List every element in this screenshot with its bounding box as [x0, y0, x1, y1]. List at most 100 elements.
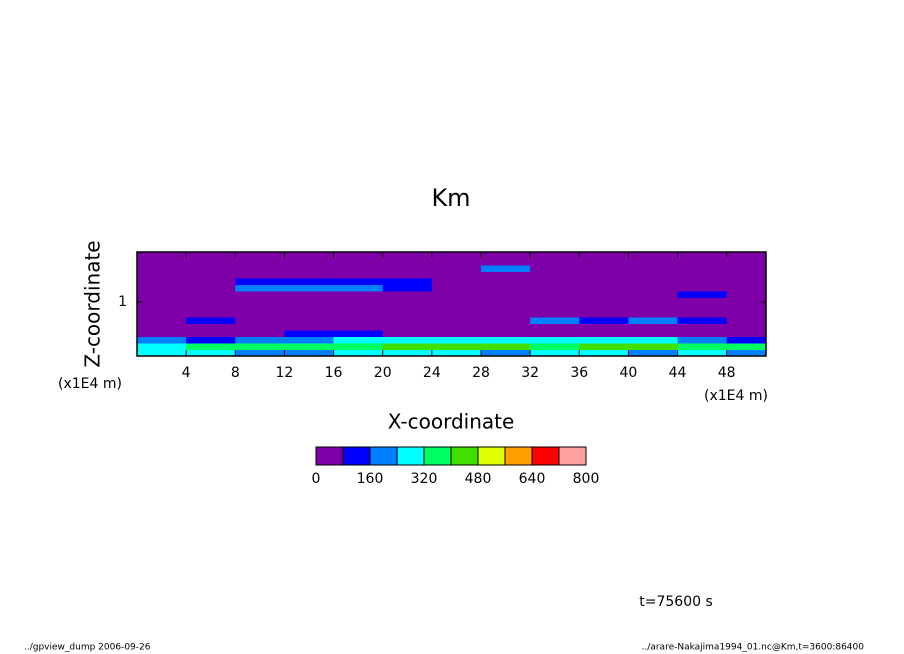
field-cell: [431, 317, 482, 324]
field-cell: [137, 258, 187, 266]
field-cell: [431, 291, 482, 298]
colorbar-tick-label: 0: [312, 471, 321, 487]
field-cell: [333, 310, 384, 318]
footer-right: ../arare-Nakajima1994_01.nc@Km,t=3600:86…: [642, 643, 865, 653]
field-cell: [235, 343, 285, 350]
field-cell: [628, 284, 679, 292]
plot-frame: [136, 251, 767, 357]
x-tick-label: 16: [325, 365, 343, 381]
field-cell: [186, 258, 236, 266]
field-cell: [431, 252, 482, 259]
field-cell: [382, 323, 433, 331]
field-cell: [677, 297, 728, 305]
field-cell: [382, 278, 433, 285]
colorbar-tick-label: 320: [411, 471, 438, 487]
field-cell: [382, 317, 433, 324]
field-cell: [333, 291, 384, 298]
field-cell: [284, 252, 335, 259]
x-tick-label: 32: [521, 365, 539, 381]
y-unit: (x1E4 m): [58, 376, 122, 392]
field-cell: [628, 278, 679, 285]
field-cell: [530, 323, 580, 331]
field-cell: [579, 304, 629, 311]
field-cell: [530, 252, 580, 259]
colorbar-swatch: [477, 446, 506, 466]
colorbar-swatch: [504, 446, 533, 466]
field-cell: [579, 252, 629, 259]
field-cell: [677, 336, 728, 344]
field-cell: [579, 323, 629, 331]
x-axis-label: X-coordinate: [388, 410, 515, 434]
field-cell: [530, 304, 580, 311]
field-cell: [333, 271, 384, 279]
field-cell: [382, 291, 433, 298]
field-cell: [235, 310, 285, 318]
field-cell: [235, 297, 285, 305]
field-cell: [726, 291, 766, 298]
field-cell: [628, 258, 679, 266]
field-cell: [186, 291, 236, 298]
field-cell: [186, 343, 236, 350]
field-cell: [480, 310, 531, 318]
field-cell: [628, 304, 679, 311]
time-label: t=75600 s: [639, 594, 713, 610]
field-cell: [628, 317, 679, 324]
field-cell: [628, 310, 679, 318]
field-cell: [186, 297, 236, 305]
field-cell: [137, 265, 187, 272]
field-cell: [480, 297, 531, 305]
field-cell: [186, 336, 236, 344]
field-cell: [530, 278, 580, 285]
field-cell: [628, 323, 679, 331]
field-cell: [284, 258, 335, 266]
field-cell: [530, 317, 580, 324]
field-cell: [726, 265, 766, 272]
field-cell: [628, 336, 679, 344]
field-cell: [530, 330, 580, 337]
field-cell: [382, 258, 433, 266]
x-tick-label: 48: [718, 365, 736, 381]
x-tick-label: 44: [669, 365, 687, 381]
colorbar-swatch: [342, 446, 371, 466]
field-cell: [726, 349, 766, 356]
field-cell: [235, 336, 285, 344]
field-cell: [431, 271, 482, 279]
field-cell: [579, 310, 629, 318]
field-cell: [530, 291, 580, 298]
field-cell: [530, 284, 580, 292]
field-cell: [677, 323, 728, 331]
field-cell: [677, 304, 728, 311]
field-cell: [530, 310, 580, 318]
field-cell: [235, 317, 285, 324]
field-cell: [579, 349, 629, 356]
x-tick-label: 8: [231, 365, 240, 381]
field-cell: [333, 252, 384, 259]
field-cell: [284, 278, 335, 285]
y-axis-label: Z-coordinate: [81, 240, 105, 367]
field-cell: [431, 297, 482, 305]
field-cell: [186, 330, 236, 337]
field-cell: [579, 336, 629, 344]
field-cell: [579, 343, 629, 350]
field-cell: [284, 265, 335, 272]
field-cell: [284, 330, 335, 337]
field-cell: [186, 284, 236, 292]
field-cell: [333, 304, 384, 311]
field-cell: [431, 323, 482, 331]
field-cell: [137, 343, 187, 350]
colorbar-tick-label: 640: [519, 471, 546, 487]
field-cell: [530, 265, 580, 272]
field-cell: [726, 317, 766, 324]
field-cell: [480, 278, 531, 285]
field-cell: [480, 317, 531, 324]
field-cell: [284, 310, 335, 318]
field-cell: [628, 349, 679, 356]
field-cell: [382, 284, 433, 292]
field-cell: [137, 330, 187, 337]
y-tick-label: 1: [118, 294, 127, 310]
field-cell: [480, 336, 531, 344]
x-tick-label: 28: [472, 365, 490, 381]
field-cell: [333, 343, 384, 350]
field-cell: [726, 252, 766, 259]
